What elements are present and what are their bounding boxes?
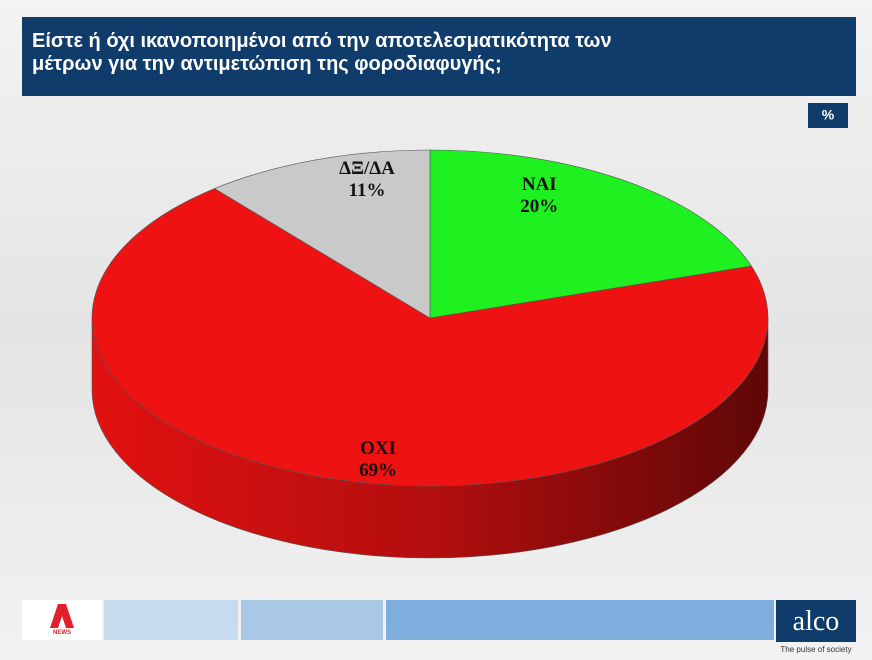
value-label: 69% [359,460,397,481]
pie-slice [213,149,431,319]
footer-band [104,600,238,640]
value-label: 20% [520,196,558,217]
footer-brand: alco [793,606,840,637]
footer-band [386,600,774,640]
footer-band [241,600,383,640]
footer-brand-box [776,600,856,642]
unit-label: % [822,107,835,123]
footer-logo-text: NEWS [53,630,71,636]
footer-tagline: The pulse of society [780,645,851,654]
slice-label: ΝΑΙ [522,174,557,195]
pie-slice [91,188,769,487]
value-label: 11% [349,180,386,201]
slice-label: ΟΧΙ [360,438,396,459]
chart-title: Είστε ή όχι ικανοποιημένοι από την αποτε… [22,17,856,96]
slice-label: ΔΞ/ΔΑ [339,158,395,179]
unit-badge [808,103,848,128]
pie-slice [429,149,752,319]
footer-logo-mark [50,604,74,628]
